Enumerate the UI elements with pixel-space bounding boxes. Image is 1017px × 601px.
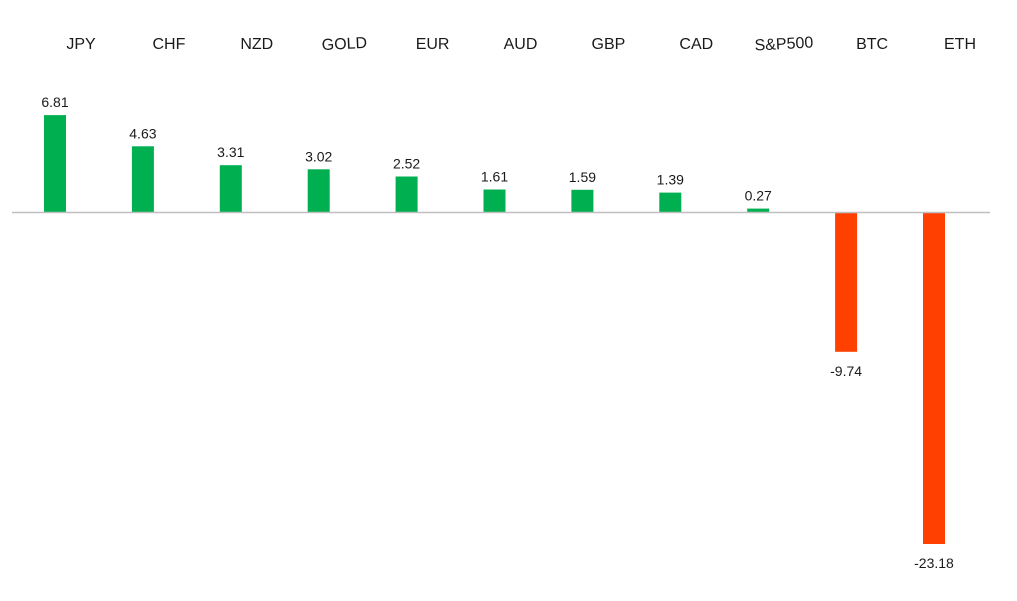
value-label-aud: 1.61 (481, 169, 508, 185)
bars-layer (44, 115, 945, 544)
category-label-s-p500: S&P500 (754, 34, 814, 54)
bar-eur (395, 176, 418, 213)
category-label-jpy: JPY (66, 36, 96, 53)
value-label-chf: 4.63 (129, 125, 156, 141)
category-label-nzd: NZD (240, 36, 273, 53)
bar-aud (483, 189, 506, 213)
value-label-gbp: 1.59 (569, 169, 596, 185)
category-label-eth: ETH (944, 36, 976, 53)
bar-btc (835, 212, 858, 352)
category-label-aud: AUD (504, 36, 538, 53)
bar-jpy (44, 115, 66, 213)
value-label-gold: 3.02 (305, 148, 332, 164)
bar-eth (923, 212, 945, 544)
category-label-gbp: GBP (592, 36, 626, 53)
category-label-btc: BTC (856, 36, 888, 53)
category-label-gold: GOLD (321, 35, 367, 54)
value-label-s-p500: 0.27 (745, 188, 772, 204)
bar-s-p500 (747, 208, 770, 213)
bar-gold (307, 169, 330, 213)
bar-cad (659, 192, 682, 213)
bar-chf (131, 146, 154, 213)
value-labels: 6.81 4.63 3.31 3.02 2.52 1.61 1.59 1.39 0.27 -9.7… (41, 94, 954, 571)
category-label-chf: CHF (152, 36, 185, 53)
value-label-nzd: 3.31 (217, 144, 244, 160)
value-label-btc: -9.74 (830, 363, 862, 379)
value-label-eur: 2.52 (393, 156, 420, 172)
category-labels: JPY CHF NZD GOLD EUR AUD GBP CAD S&P500 BTC ETH (66, 34, 976, 54)
category-label-cad: CAD (679, 36, 713, 53)
bar-gbp (571, 189, 594, 213)
value-label-jpy: 6.81 (41, 94, 68, 110)
bar-nzd (219, 165, 242, 213)
value-label-eth: -23.18 (914, 555, 954, 571)
value-label-cad: 1.39 (657, 172, 684, 188)
category-label-eur: EUR (416, 36, 450, 53)
